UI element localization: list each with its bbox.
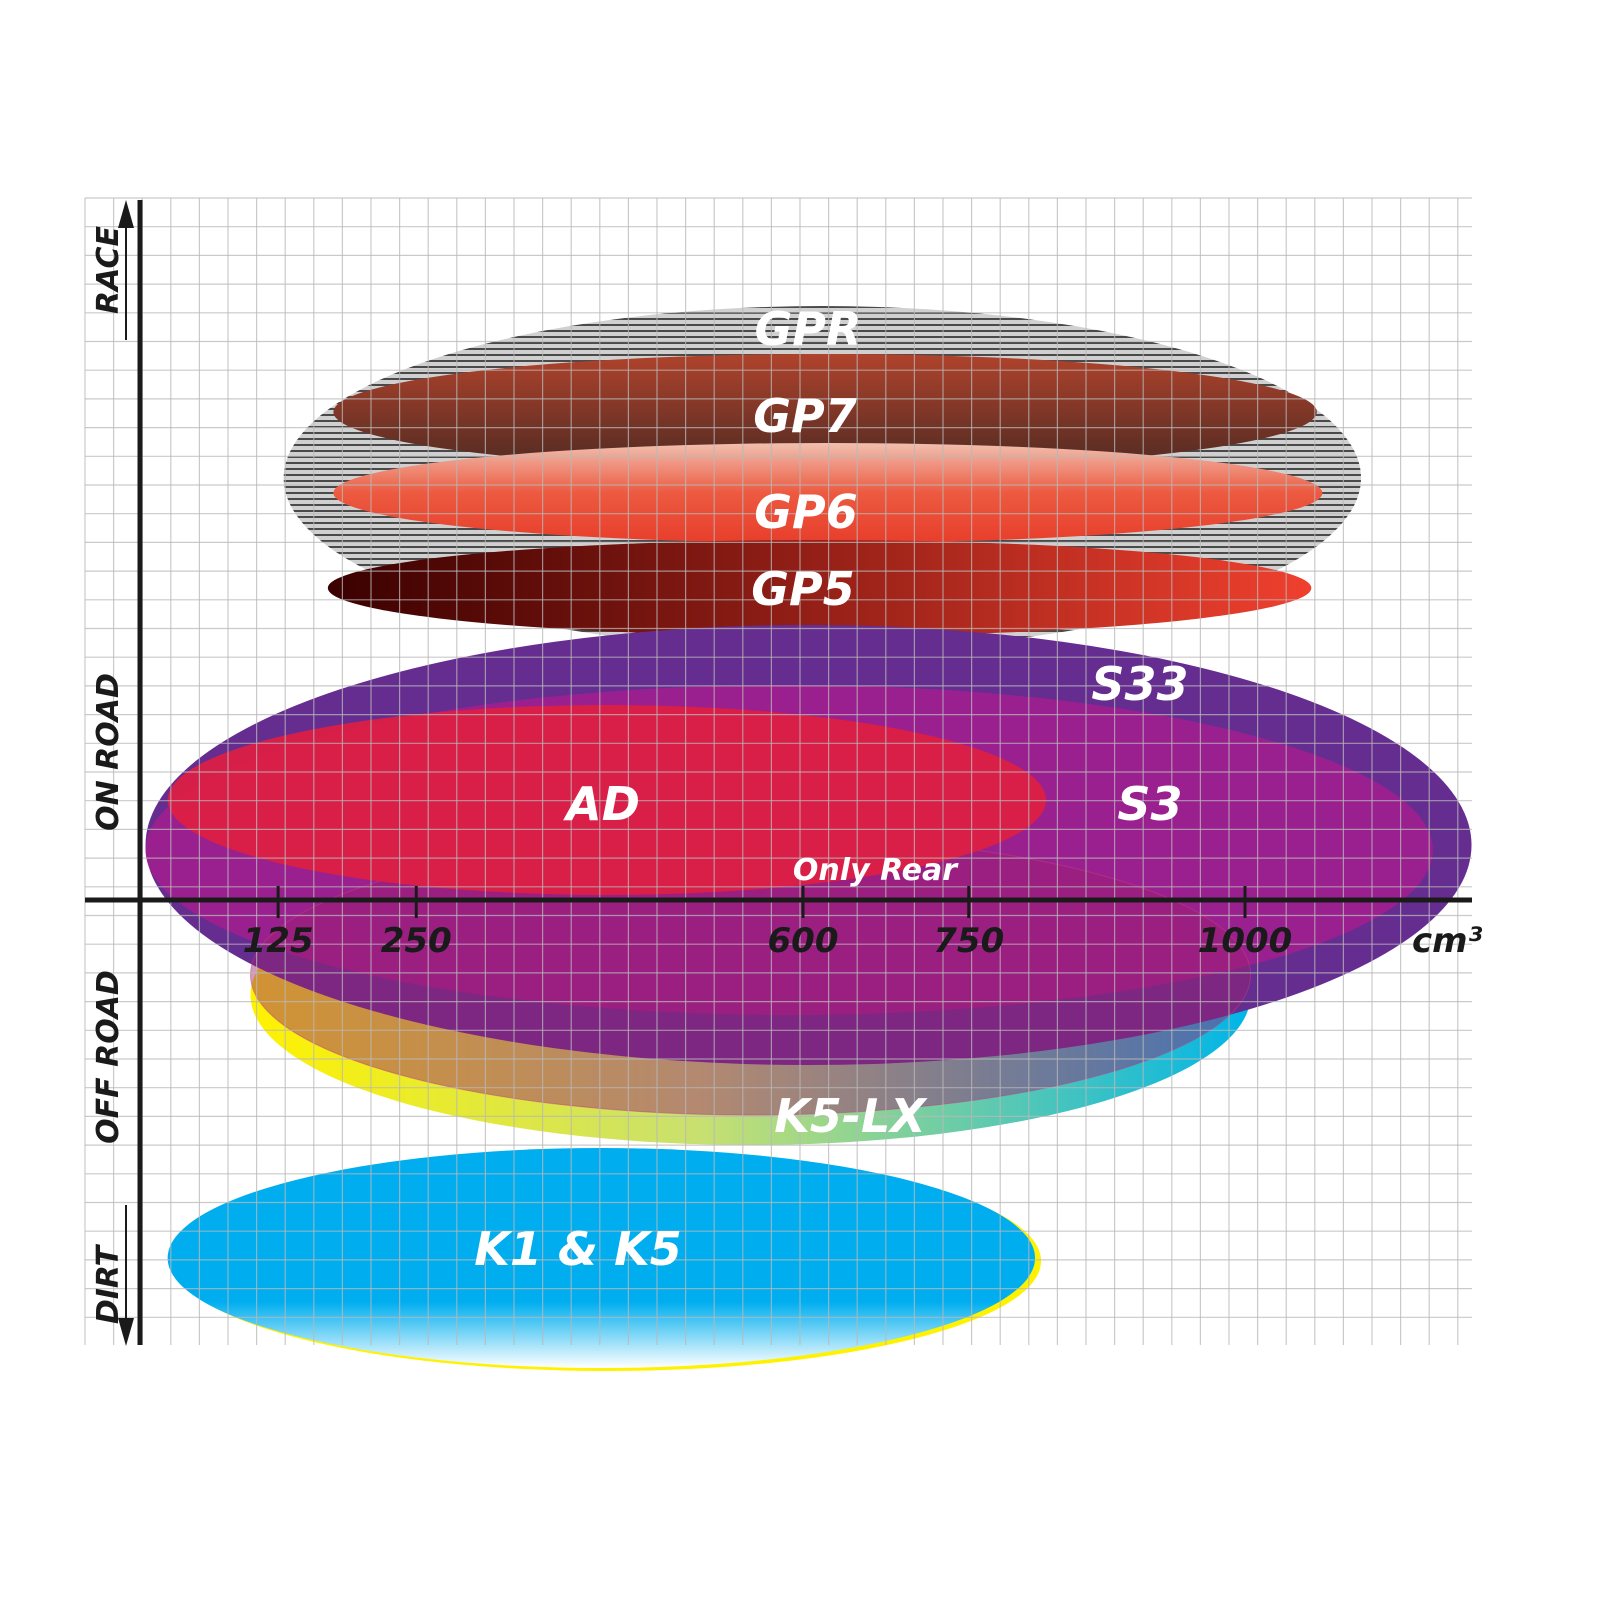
y-label-dirt: DIRT: [91, 1243, 126, 1324]
ellipse-gp6: [333, 443, 1323, 543]
y-label-off-road: OFF ROAD: [91, 970, 126, 1144]
race-arrow-icon: [118, 200, 134, 340]
x-tick-label: 1000: [1198, 921, 1293, 961]
ellipse-gp5: [327, 540, 1312, 636]
x-tick-label: 250: [381, 921, 452, 961]
label-gp7: GP7: [753, 389, 856, 443]
ellipse-ad: [167, 705, 1047, 895]
label-gpr: GPR: [755, 302, 862, 356]
ellipse-gp7: [333, 354, 1317, 470]
label-s3: S3: [1117, 777, 1182, 831]
label-k1-k5: K1 & K5: [474, 1222, 681, 1276]
x-axis-unit-label: cm³: [1412, 921, 1483, 961]
label-gp6: GP6: [754, 485, 857, 539]
label-s33: S33: [1091, 657, 1188, 711]
x-tick-label: 125: [243, 921, 314, 961]
label-gp5: GP5: [751, 562, 854, 616]
y-label-race: RACE: [91, 226, 126, 314]
x-tick-label: 600: [768, 921, 839, 961]
y-label-on-road: ON ROAD: [91, 673, 126, 831]
label-only-rear: Only Rear: [793, 853, 959, 888]
x-tick-label: 750: [933, 921, 1004, 961]
dirt-arrow-icon: [118, 1205, 134, 1346]
label-ad: AD: [563, 777, 640, 831]
label-k5-lx: K5-LX: [774, 1089, 928, 1143]
